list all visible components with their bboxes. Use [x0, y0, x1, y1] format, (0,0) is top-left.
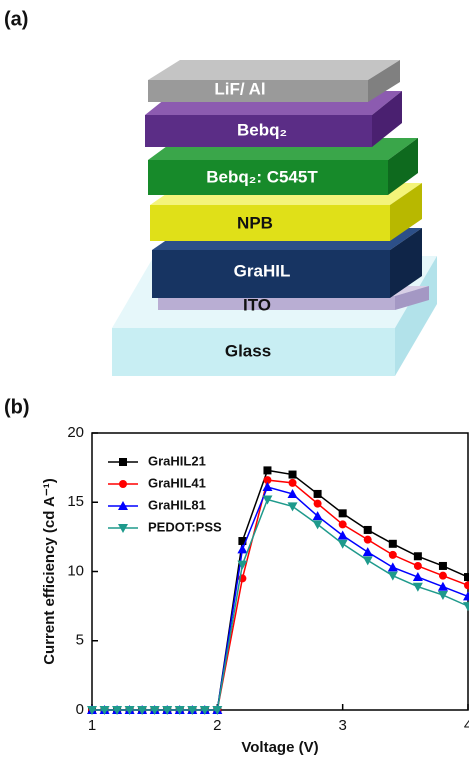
layer-label: LiF/ Al: [214, 79, 265, 98]
data-point: [364, 526, 372, 534]
layer-label: Bebq₂: [237, 120, 287, 139]
layer-label: Bebq₂: C545T: [206, 167, 318, 186]
data-point: [364, 536, 372, 544]
panel-label: (a): [4, 8, 28, 30]
data-point: [414, 562, 422, 570]
data-point: [289, 479, 297, 487]
data-point: [263, 466, 271, 474]
layer-top: [148, 60, 400, 80]
figure: (a) Glass ITO GraHIL NPB Bebq₂: C545T Bebq₂ Li…: [0, 0, 469, 763]
data-point: [363, 556, 373, 565]
y-tick-label: 20: [67, 424, 84, 441]
data-point: [388, 562, 398, 571]
layer-label: GraHIL: [234, 261, 291, 280]
data-point: [464, 573, 469, 581]
data-point: [338, 540, 348, 549]
x-axis-label: Voltage (V): [241, 739, 318, 756]
data-point: [289, 471, 297, 479]
data-point: [388, 572, 398, 581]
data-point: [339, 520, 347, 528]
x-tick-label: 2: [213, 717, 221, 734]
data-point: [262, 482, 272, 491]
y-tick-label: 5: [76, 632, 84, 649]
data-point: [363, 547, 373, 556]
data-point: [314, 500, 322, 508]
legend-marker: [119, 458, 127, 466]
y-tick-label: 0: [76, 701, 84, 718]
legend-label: GraHIL21: [148, 453, 206, 468]
data-point: [463, 591, 469, 600]
data-point: [439, 572, 447, 580]
data-point: [414, 552, 422, 560]
panel-label: (b): [4, 396, 30, 418]
x-tick-label: 3: [338, 717, 346, 734]
legend-marker: [119, 480, 127, 488]
layer-label: NPB: [237, 213, 273, 232]
legend-label: PEDOT:PSS: [148, 519, 222, 534]
data-point: [439, 562, 447, 570]
data-point: [339, 509, 347, 517]
layer-label: ITO: [243, 295, 271, 314]
data-point: [389, 540, 397, 548]
y-tick-label: 10: [67, 562, 84, 579]
y-tick-label: 15: [67, 493, 84, 510]
data-point: [413, 572, 423, 581]
data-point: [288, 502, 298, 511]
legend-label: GraHIL41: [148, 475, 206, 490]
layer-front: [158, 296, 395, 310]
layer-label: Glass: [225, 341, 271, 360]
x-tick-label: 4: [464, 717, 469, 734]
data-point: [237, 544, 247, 553]
data-point: [314, 490, 322, 498]
data-point: [464, 581, 469, 589]
y-axis-label: Current efficiency (cd A⁻¹): [41, 478, 58, 665]
data-point: [463, 602, 469, 611]
chart: 0 5 10 15 20 1 2 3 4 Voltage (V) Current efficienc…: [41, 424, 469, 756]
legend-label: GraHIL81: [148, 497, 206, 512]
data-point: [389, 551, 397, 559]
x-tick-label: 1: [88, 717, 96, 734]
series-line: [92, 480, 468, 710]
device-stack: Glass ITO GraHIL NPB Bebq₂: C545T Bebq₂ LiF/ A…: [112, 60, 437, 376]
data-point: [438, 582, 448, 591]
data-point: [438, 591, 448, 600]
